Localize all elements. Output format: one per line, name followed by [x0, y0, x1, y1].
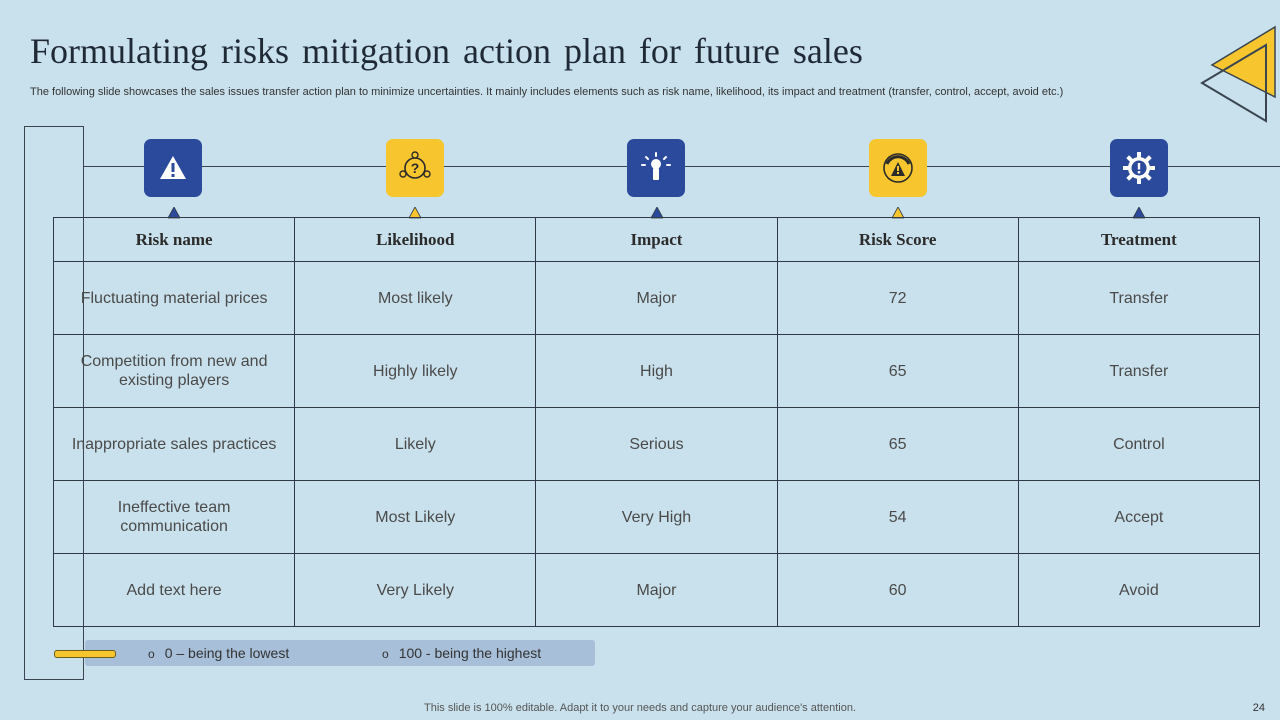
table-row: Add text here Very Likely Major 60 Avoid: [52, 553, 1261, 627]
slide-title: Formulating risks mitigation action plan…: [30, 31, 863, 71]
legend-item-label: 0 – being the lowest: [164, 645, 290, 661]
svg-text:?: ?: [411, 160, 420, 176]
risk-name-cell: Ineffective team communication: [52, 480, 296, 554]
corner-triangle-decoration: [1200, 25, 1276, 123]
risk-score-cell: 72: [776, 261, 1019, 335]
legend-item-label: 100 - being the highest: [398, 645, 542, 661]
legend-item-lowest: o 0 – being the lowest: [148, 645, 289, 661]
risk-score-cell: 65: [776, 407, 1019, 481]
treatment-cell: Transfer: [1017, 261, 1261, 335]
table-header-row: Risk name Likelihood Impact Risk Score T…: [52, 217, 1261, 262]
impact-burst-icon: [627, 139, 685, 197]
impact-cell: Very High: [535, 480, 778, 554]
risk-score-cell: 65: [776, 334, 1019, 408]
likelihood-cell: Most Likely: [294, 480, 537, 554]
slide-subtitle: The following slide showcases the sales …: [30, 86, 1064, 98]
risk-gauge-icon: [869, 139, 927, 197]
impact-cell: Major: [535, 261, 778, 335]
risk-name-cell: Add text here: [52, 553, 296, 627]
table-row: Ineffective team communication Most Like…: [52, 480, 1261, 554]
header-likelihood: Likelihood: [294, 217, 537, 262]
header-impact: Impact: [535, 217, 778, 262]
gear-alert-icon: [1110, 139, 1168, 197]
bullet-icon: o: [148, 647, 155, 661]
question-network-icon: ?: [386, 139, 444, 197]
table-row: Inappropriate sales practices Likely Ser…: [52, 407, 1261, 481]
risk-name-cell: Competition from new and existing player…: [52, 334, 296, 408]
header-risk-score: Risk Score: [776, 217, 1019, 262]
treatment-cell: Control: [1017, 407, 1261, 481]
legend-box: [85, 640, 595, 666]
header-treatment: Treatment: [1017, 217, 1261, 262]
risk-name-cell: Fluctuating material prices: [52, 261, 296, 335]
treatment-cell: Avoid: [1017, 553, 1261, 627]
treatment-cell: Transfer: [1017, 334, 1261, 408]
legend-marker: [54, 650, 116, 658]
impact-cell: High: [535, 334, 778, 408]
risk-score-cell: 60: [776, 553, 1019, 627]
page-number: 24: [1252, 702, 1265, 714]
risk-name-cell: Inappropriate sales practices: [52, 407, 296, 481]
likelihood-cell: Very Likely: [294, 553, 537, 627]
header-risk-name: Risk name: [52, 217, 296, 262]
likelihood-cell: Likely: [294, 407, 537, 481]
slide-footer: This slide is 100% editable. Adapt it to…: [424, 702, 856, 714]
bullet-icon: o: [382, 647, 389, 661]
treatment-cell: Accept: [1017, 480, 1261, 554]
legend-item-highest: o 100 - being the highest: [382, 645, 541, 661]
impact-cell: Major: [535, 553, 778, 627]
likelihood-cell: Highly likely: [294, 334, 537, 408]
risk-score-cell: 54: [776, 480, 1019, 554]
table-row: Fluctuating material prices Most likely …: [52, 261, 1261, 335]
risk-table: Risk name Likelihood Impact Risk Score T…: [52, 217, 1261, 627]
warning-icon: [144, 139, 202, 197]
impact-cell: Serious: [535, 407, 778, 481]
table-row: Competition from new and existing player…: [52, 334, 1261, 408]
likelihood-cell: Most likely: [294, 261, 537, 335]
